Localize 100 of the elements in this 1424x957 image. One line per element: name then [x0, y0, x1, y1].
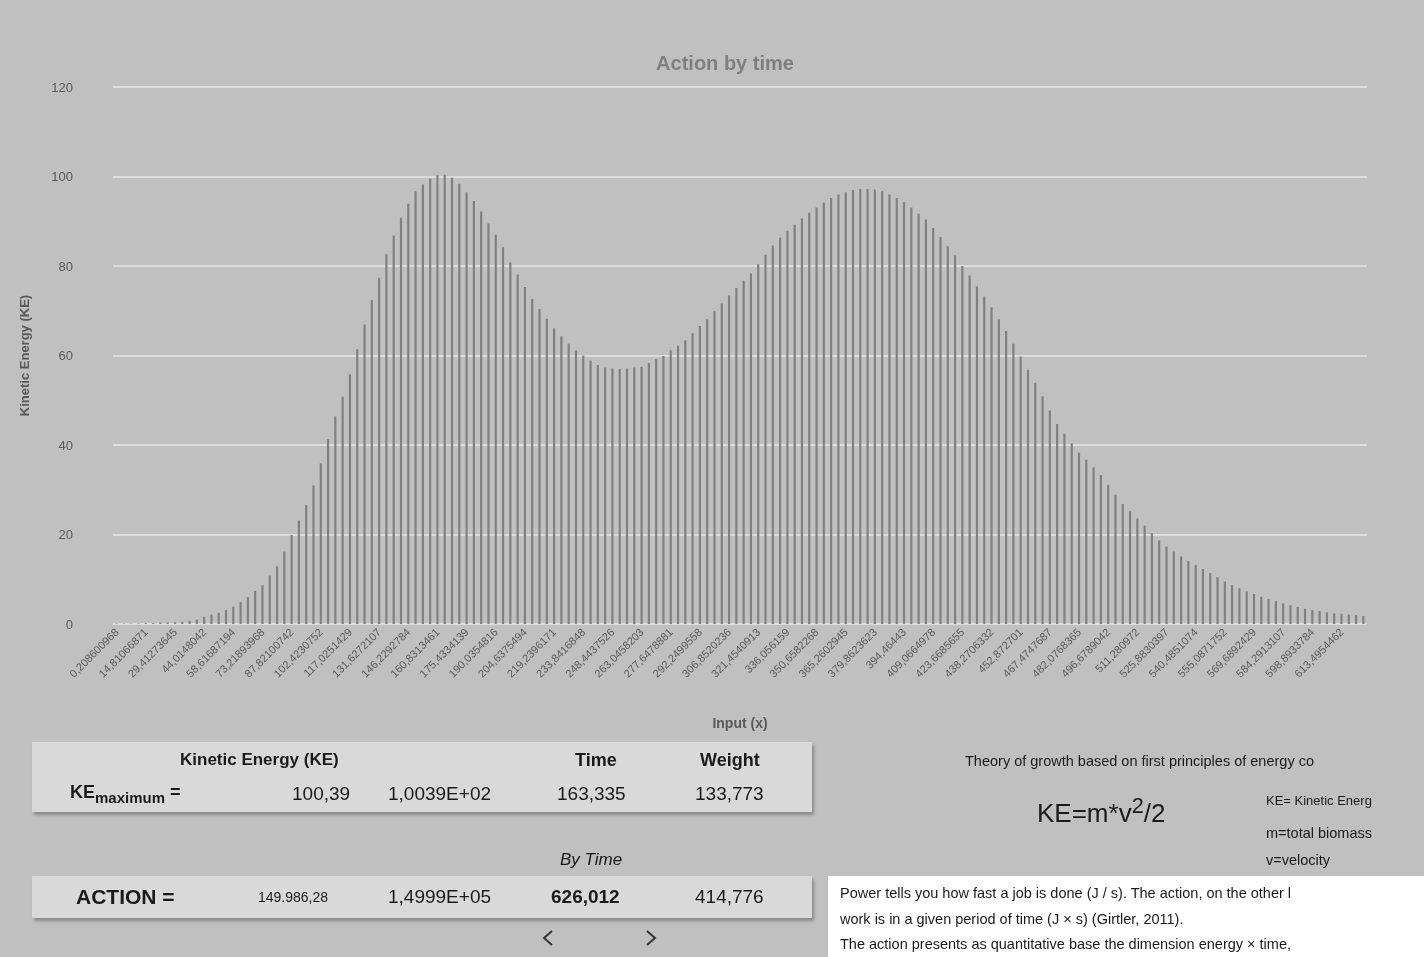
bar [268, 575, 271, 624]
text: Theory of growth based on first principles of energy co [965, 753, 1314, 769]
bar [1209, 572, 1212, 624]
bar [254, 590, 257, 624]
bar [764, 254, 767, 624]
bar [655, 359, 658, 624]
bar [538, 308, 541, 624]
bar [378, 277, 381, 624]
bar [1333, 613, 1336, 624]
text: KE$_{maximum}$ = [70, 782, 181, 806]
bar [1354, 615, 1358, 624]
bar [275, 566, 279, 624]
bar [224, 610, 228, 624]
bar [625, 368, 629, 624]
bar [1274, 601, 1277, 624]
bar [312, 485, 315, 624]
text: Power tells you how fast a job is done (J / s). The action, on the other l [840, 885, 1292, 901]
bar [1128, 511, 1132, 624]
bar [334, 416, 337, 624]
bar [800, 218, 804, 624]
bar [596, 364, 599, 624]
bar [924, 219, 928, 624]
bar [1216, 577, 1219, 624]
bar [326, 439, 330, 624]
bar [283, 551, 286, 624]
bar [1238, 588, 1241, 624]
bar [210, 614, 213, 624]
bar [246, 597, 249, 624]
bar [684, 340, 687, 624]
chart-title: Action by time [656, 52, 794, 74]
y-tick-label: 60 [58, 348, 73, 363]
bar [749, 273, 753, 624]
bar [363, 324, 366, 624]
bar [1005, 330, 1008, 624]
bar [1158, 540, 1161, 624]
bar [1282, 603, 1285, 624]
bar [319, 463, 322, 624]
bar [239, 602, 242, 624]
y-tick-label: 20 [58, 527, 73, 542]
bar [480, 211, 483, 624]
bar [1296, 607, 1299, 624]
bar [859, 189, 862, 624]
bar [757, 264, 760, 624]
bar [633, 367, 636, 624]
bar [1092, 467, 1095, 624]
bar [1056, 423, 1059, 624]
bar [472, 201, 475, 624]
bar [1026, 369, 1030, 624]
bar [560, 336, 563, 624]
bar [888, 194, 891, 624]
bar [1340, 613, 1343, 624]
text: ACTION = [76, 885, 175, 909]
bar [574, 350, 578, 624]
y-tick-label: 80 [58, 258, 73, 274]
bar [910, 207, 913, 624]
bar [997, 319, 1000, 624]
text: v=velocity [1266, 852, 1331, 868]
x-axis-title: Input (x) [712, 715, 768, 731]
bar [545, 318, 548, 624]
y-tick-label: 100 [51, 169, 73, 184]
bar [1252, 594, 1256, 624]
bar [618, 368, 621, 624]
bar [851, 189, 855, 624]
bar [552, 328, 556, 624]
bar [290, 534, 293, 624]
bar [939, 236, 942, 624]
bar [1070, 443, 1073, 624]
bar [1136, 518, 1139, 624]
bar [830, 197, 833, 624]
bar [567, 343, 570, 624]
text: m=total biomass [1266, 825, 1372, 841]
bar [691, 333, 694, 624]
bar [450, 177, 454, 624]
text: The action presents as quantitative base the dimension energy × time, [840, 936, 1291, 952]
text: 1,0039E+02 [388, 783, 492, 805]
bar [902, 202, 906, 624]
text: 414,776 [695, 886, 764, 908]
bar [1172, 551, 1175, 624]
bar [487, 223, 490, 624]
bar [356, 349, 359, 624]
y-tick-label: 40 [58, 437, 73, 453]
bar [837, 194, 840, 624]
bar [1099, 474, 1102, 624]
bar [443, 174, 446, 624]
bar [742, 280, 745, 624]
text: Kinetic Energy (KE) [180, 750, 339, 770]
bar [793, 224, 796, 624]
bar [698, 325, 701, 624]
bar [953, 255, 957, 624]
bar [844, 192, 847, 624]
text: work is in a given period of time (J × s) (Girtler, 2011). [840, 911, 1184, 927]
bar [494, 234, 497, 624]
bar [961, 266, 964, 624]
bar [866, 189, 869, 624]
bar [1289, 605, 1292, 624]
bar [1311, 610, 1314, 624]
bar [727, 295, 731, 624]
bar [881, 191, 884, 624]
bar [983, 296, 986, 624]
bar [815, 207, 818, 624]
